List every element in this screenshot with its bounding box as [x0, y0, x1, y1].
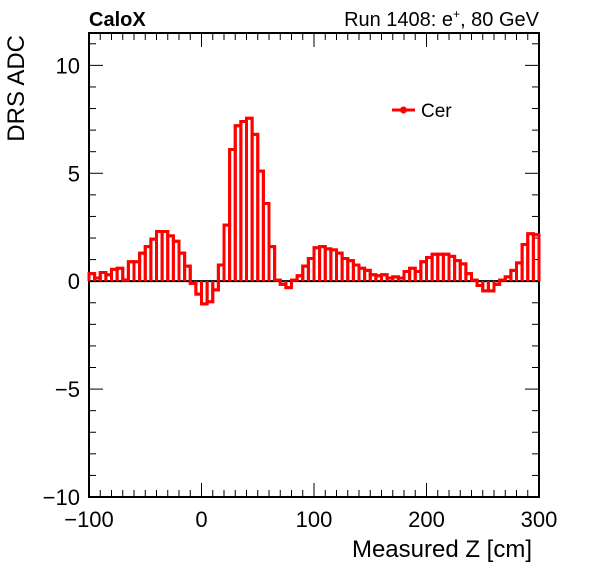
x-axis-label: Measured Z [cm]: [352, 536, 532, 563]
histogram-bin: [205, 281, 215, 304]
histogram-bin: [183, 264, 192, 282]
histogram-bin: [284, 281, 293, 290]
x-tick-label: 0: [195, 507, 207, 532]
run-label: Run 1408: e+, 80 GeV: [344, 7, 540, 31]
legend-label-cer: Cer: [421, 101, 452, 122]
histogram-bin: [492, 281, 502, 286]
histogram-bin: [531, 233, 541, 282]
histogram-bin: [211, 281, 220, 292]
experiment-label: CaloX: [89, 9, 146, 31]
axis-ticks: [88, 33, 540, 498]
axis-tick-labels: −100 0 100 200 300 −10 −5 0 5 10: [43, 53, 558, 532]
y-tick-label: 0: [68, 269, 80, 294]
legend: Cer: [392, 101, 452, 122]
x-tick-label: 200: [408, 507, 445, 532]
histogram-bin: [267, 245, 277, 282]
run-label-suffix: , 80 GeV: [460, 9, 540, 31]
x-tick-label: −100: [64, 507, 114, 532]
y-tick-label: −10: [43, 485, 80, 510]
histogram-bin: [464, 272, 473, 282]
histogram-bin: [470, 278, 479, 282]
y-axis-label: DRS ADC: [3, 35, 30, 142]
histogram-bin: [261, 201, 271, 282]
run-label-text: Run 1408: e: [344, 9, 453, 31]
histogram-bin: [273, 278, 282, 282]
legend-dot-marker: [400, 106, 407, 114]
y-tick-label: −5: [55, 377, 80, 402]
histogram-bin: [486, 281, 496, 293]
x-tick-label: 100: [296, 507, 333, 532]
run-label-superscript: +: [453, 7, 460, 21]
y-tick-label: 5: [68, 161, 80, 186]
series-layer: [87, 116, 541, 306]
x-tick-label: 300: [521, 507, 558, 532]
histogram-bin: [115, 266, 125, 282]
y-tick-label: 10: [56, 53, 80, 78]
